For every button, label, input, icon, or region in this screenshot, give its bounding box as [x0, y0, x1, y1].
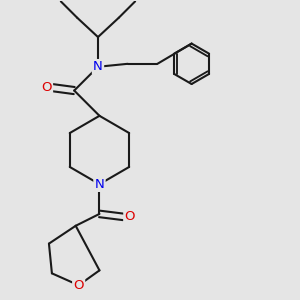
Text: N: N	[93, 60, 103, 73]
Text: O: O	[41, 81, 52, 94]
Text: N: N	[94, 178, 104, 191]
Text: O: O	[124, 210, 135, 224]
Text: O: O	[74, 279, 84, 292]
